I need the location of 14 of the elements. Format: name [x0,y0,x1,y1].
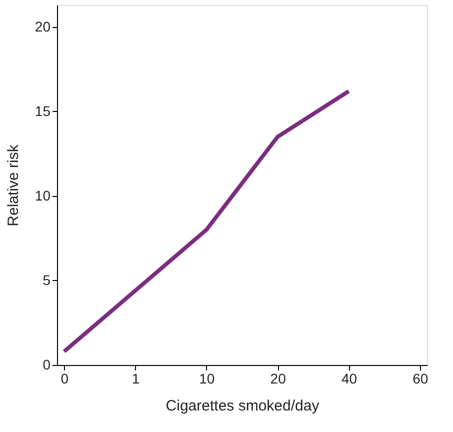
x-tick-label: 1 [132,370,140,386]
y-tick-label: 10 [34,187,51,204]
y-tick-label: 15 [34,102,51,119]
x-tick-label: 10 [199,370,215,386]
x-tick-label: 0 [60,370,69,386]
y-tick-label: 5 [42,272,51,288]
x-axis-title: Cigarettes smoked/day [166,398,320,414]
x-tick-label: 60 [412,370,428,386]
x-tick-label: 20 [270,370,286,386]
y-tick-label: 20 [34,18,51,34]
x-tick-label: 40 [341,370,358,386]
y-axis-title: Relative risk [4,144,22,226]
line-series [62,89,351,354]
y-tick-label: 0 [42,356,51,372]
